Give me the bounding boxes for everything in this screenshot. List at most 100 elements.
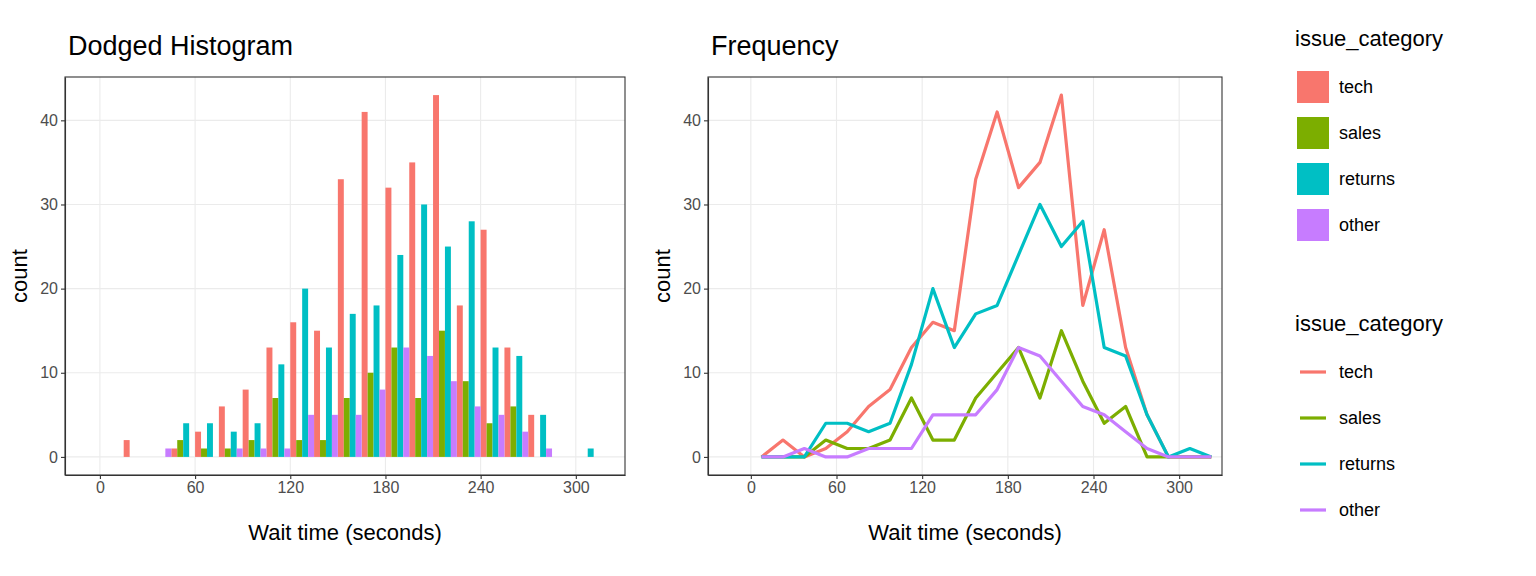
bar: [576, 456, 582, 457]
tick-label: 180: [373, 479, 400, 496]
tick: 60: [828, 475, 846, 496]
legend-label: tech: [1339, 362, 1373, 382]
bar: [403, 348, 409, 457]
tick-mark: [61, 373, 65, 374]
y-axis: 0 10 20 30 40: [40, 78, 65, 476]
tick-mark: [61, 289, 65, 290]
x-axis: 060120180240300: [66, 475, 626, 496]
legend: issue_categorytechsalesreturnsother: [1295, 311, 1443, 526]
line: [762, 95, 1212, 457]
tick-label: 20: [683, 280, 701, 297]
bar: [409, 162, 415, 457]
bar: [362, 112, 368, 457]
bar: [189, 456, 195, 457]
bar: [213, 456, 219, 457]
tick-label: 10: [40, 364, 58, 381]
tick-label: 240: [1081, 479, 1108, 496]
tick: 40: [40, 112, 65, 129]
bar: [451, 381, 457, 457]
bar: [510, 406, 516, 456]
bar-series: [124, 95, 534, 457]
bar: [290, 322, 296, 457]
tick: 40: [683, 112, 708, 129]
tick-mark: [704, 457, 708, 458]
bar: [350, 314, 356, 457]
tick: 0: [692, 449, 708, 466]
tick-label: 10: [683, 364, 701, 381]
line: [762, 204, 1212, 456]
grid-line: [708, 120, 1222, 121]
grid-line: [1179, 77, 1180, 475]
grid-line: [750, 77, 751, 475]
tick: 120: [277, 475, 304, 496]
tick-label: 120: [277, 479, 304, 496]
bar: [243, 390, 249, 457]
legend-key-background: [1297, 402, 1329, 434]
bar: [302, 289, 308, 457]
bar: [356, 415, 362, 457]
bar: [546, 448, 552, 456]
tick: 240: [468, 475, 495, 496]
bar: [469, 221, 475, 457]
bar: [463, 381, 469, 457]
tick-label: 60: [828, 479, 846, 496]
bar: [142, 456, 148, 457]
grid-line: [836, 77, 837, 475]
chart-canvas: 060120180240300010203040Dodged Histogram…: [0, 0, 1536, 576]
tick-label: 300: [1166, 479, 1193, 496]
tick: 300: [1166, 475, 1193, 496]
legend-key-background: [1297, 448, 1329, 480]
grid: [65, 77, 625, 475]
marks: [124, 95, 594, 457]
tick-label: 0: [96, 479, 105, 496]
plot-frame: [65, 77, 625, 475]
bar: [570, 456, 576, 457]
tick: 0: [49, 449, 65, 466]
bar: [147, 456, 153, 457]
grid-line: [65, 372, 625, 373]
legend: issue_categorytechsalesreturnsother: [1295, 26, 1443, 241]
tick-label: 0: [692, 449, 701, 466]
legend-label: tech: [1339, 77, 1373, 97]
tick: 20: [40, 280, 65, 297]
bar: [475, 406, 481, 456]
legend-key-background: [1297, 494, 1329, 526]
plot-background: [708, 77, 1222, 475]
bar: [564, 456, 570, 457]
bar: [225, 448, 231, 456]
tick-label: 20: [40, 280, 58, 297]
bar: [308, 415, 314, 457]
legend-item: sales: [1297, 117, 1381, 149]
bar: [433, 95, 439, 457]
bar: [385, 188, 391, 457]
tick: 240: [1081, 475, 1108, 496]
bar: [320, 440, 326, 457]
bar: [528, 415, 534, 457]
bar: [124, 440, 130, 457]
legend-item: returns: [1297, 448, 1395, 480]
legend-item: other: [1297, 209, 1380, 241]
axis-line: [708, 78, 709, 476]
grid-line: [708, 204, 1222, 205]
tick-mark: [704, 120, 708, 121]
y-axis: 010203040: [683, 78, 708, 476]
bar: [165, 448, 171, 456]
legend-title: issue_category: [1295, 311, 1443, 336]
bar: [344, 398, 350, 457]
tick: 0: [96, 475, 105, 496]
grid-line: [65, 204, 625, 205]
legend-key: [1300, 416, 1326, 419]
bar: [207, 423, 213, 457]
tick: 30: [40, 196, 65, 213]
tick: 10: [40, 364, 65, 381]
bar: [368, 373, 374, 457]
bar: [380, 390, 386, 457]
bar: [391, 348, 397, 457]
grid-line: [195, 77, 196, 475]
tick-label: 240: [468, 479, 495, 496]
bar: [487, 423, 493, 457]
bar-series: [165, 348, 552, 457]
axis-line: [65, 78, 66, 476]
bar-series: [183, 204, 593, 456]
axis-line: [66, 475, 626, 476]
